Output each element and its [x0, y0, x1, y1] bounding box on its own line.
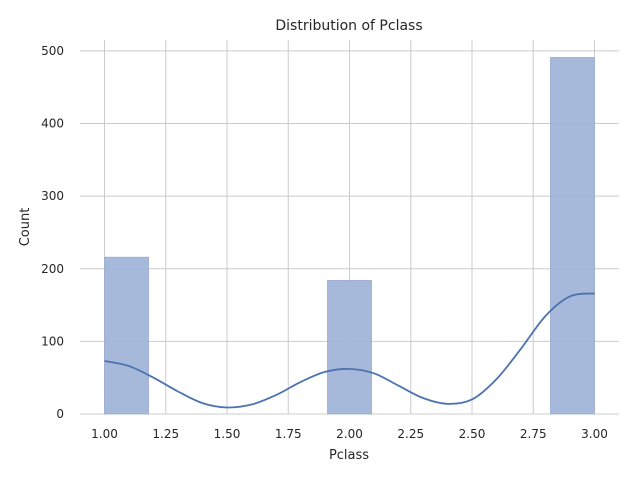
y-tick-label: 100	[41, 334, 64, 348]
x-tick-label: 2.75	[520, 427, 547, 441]
y-tick-label: 500	[41, 44, 64, 58]
y-axis-label: Count	[18, 208, 33, 247]
x-tick-label: 2.00	[336, 427, 363, 441]
y-tick-label: 0	[56, 407, 64, 421]
histogram-bar	[327, 280, 372, 415]
x-tick-label: 1.00	[91, 427, 118, 441]
y-tick-label: 300	[41, 189, 64, 203]
x-axis-label: Pclass	[329, 448, 369, 463]
histogram-bars	[104, 57, 595, 415]
chart-title: Distribution of Pclass	[275, 18, 422, 34]
x-tick-label: 1.25	[152, 427, 179, 441]
x-tick-label: 2.50	[459, 427, 486, 441]
y-tick-label: 400	[41, 117, 64, 131]
y-tick-label: 200	[41, 262, 64, 276]
x-tick-label: 2.25	[397, 427, 424, 441]
kde-curve	[104, 292, 595, 409]
x-tick-label: 1.75	[275, 427, 302, 441]
histogram-bar	[550, 57, 595, 415]
x-tick-label: 1.50	[214, 427, 241, 441]
y-tick-labels: 0 100 200 300 400 500	[41, 44, 64, 421]
x-tick-label: 3.00	[581, 427, 608, 441]
histogram-bar	[104, 256, 149, 415]
y-gridlines	[80, 50, 619, 415]
x-tick-labels: 1.00 1.25 1.50 1.75 2.00 2.25 2.50 2.75 3.00	[91, 427, 608, 441]
